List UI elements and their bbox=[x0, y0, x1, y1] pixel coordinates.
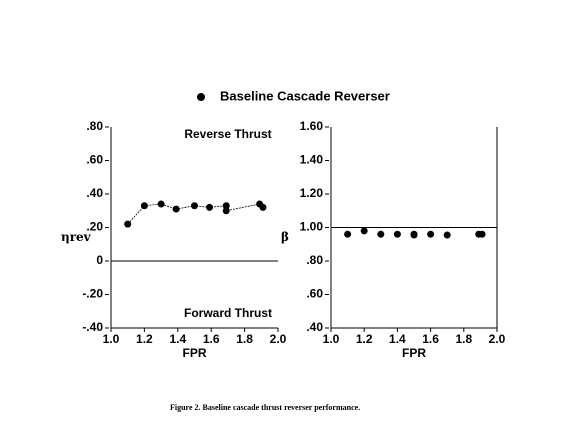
y-tick-label: 1.40 bbox=[300, 153, 324, 167]
data-point bbox=[443, 231, 451, 239]
y-tick-label: -.20 bbox=[82, 287, 103, 301]
data-point bbox=[259, 203, 267, 211]
x-tick-label: 1.8 bbox=[455, 332, 472, 346]
data-point bbox=[191, 202, 198, 210]
data-point bbox=[157, 200, 165, 208]
caption: Figure 2. Baseline cascade thrust revers… bbox=[170, 403, 360, 412]
x-tick-label: 2.0 bbox=[489, 332, 506, 346]
y-tick-label: -.40 bbox=[82, 320, 103, 334]
legend-label: Baseline Cascade Reverser bbox=[220, 88, 390, 103]
y-tick-label: .40 bbox=[306, 320, 323, 334]
x-tick-label: 1.4 bbox=[389, 332, 406, 346]
x-tick-label: 2.0 bbox=[270, 332, 287, 346]
data-point bbox=[427, 230, 435, 238]
data-point bbox=[140, 202, 148, 210]
data-point bbox=[377, 230, 385, 238]
y-tick-label: 1.20 bbox=[300, 186, 324, 200]
data-point bbox=[478, 230, 486, 238]
y-axis-label: ηrev bbox=[61, 230, 92, 244]
y-tick-label: 0 bbox=[96, 253, 103, 267]
data-point bbox=[172, 205, 180, 213]
x-tick-label: 1.0 bbox=[323, 332, 340, 346]
x-axis-label: FPR bbox=[402, 346, 426, 360]
y-tick-label: .60 bbox=[86, 153, 103, 167]
data-point bbox=[360, 227, 368, 235]
x-tick-label: 1.6 bbox=[422, 332, 439, 346]
y-tick-label: .60 bbox=[306, 287, 323, 301]
y-axis-label: β bbox=[281, 230, 289, 244]
y-tick-label: .20 bbox=[86, 220, 103, 234]
data-point bbox=[410, 231, 418, 239]
y-tick-label: 1.60 bbox=[300, 119, 324, 133]
x-tick-label: 1.2 bbox=[356, 332, 373, 346]
x-tick-label: 1.6 bbox=[203, 332, 220, 346]
y-tick-label: .40 bbox=[86, 186, 103, 200]
y-tick-label: 1.00 bbox=[300, 220, 324, 234]
data-point bbox=[344, 230, 352, 238]
x-axis-label: FPR bbox=[183, 346, 207, 360]
data-point bbox=[393, 230, 401, 238]
y-tick-label: .80 bbox=[306, 253, 323, 267]
annotation: Forward Thrust bbox=[184, 306, 272, 320]
data-point bbox=[124, 220, 132, 228]
data-point bbox=[222, 207, 230, 215]
x-tick-label: 1.0 bbox=[103, 332, 120, 346]
series-line bbox=[127, 203, 264, 225]
data-point bbox=[206, 203, 214, 211]
data-point bbox=[222, 202, 230, 210]
x-tick-label: 1.8 bbox=[236, 332, 253, 346]
legend-marker bbox=[197, 93, 205, 101]
x-tick-label: 1.4 bbox=[169, 332, 186, 346]
annotation: Reverse Thrust bbox=[184, 127, 271, 141]
y-tick-label: .80 bbox=[86, 119, 103, 133]
x-tick-label: 1.2 bbox=[136, 332, 153, 346]
